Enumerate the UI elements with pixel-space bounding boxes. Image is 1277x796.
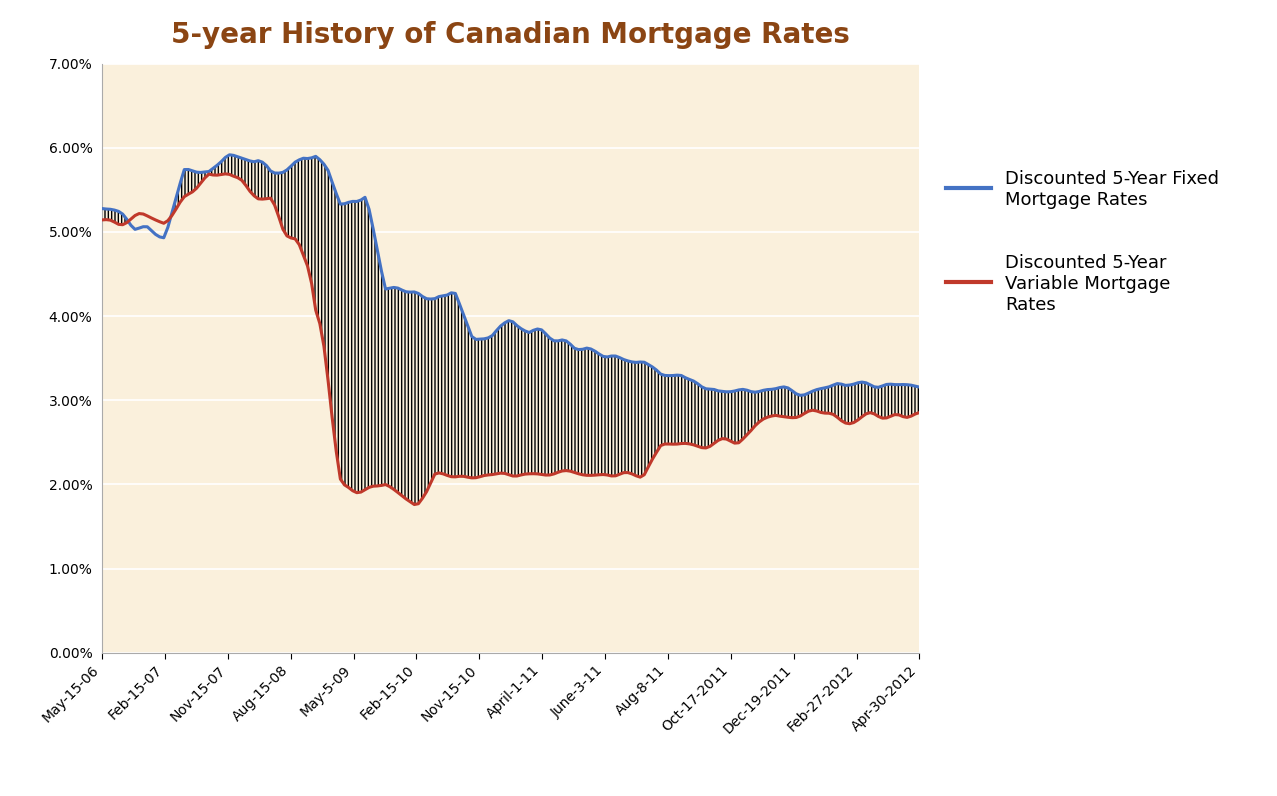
Title: 5-year History of Canadian Mortgage Rates: 5-year History of Canadian Mortgage Rate… — [171, 21, 850, 49]
Legend: Discounted 5-Year Fixed
Mortgage Rates, Discounted 5-Year
Variable Mortgage
Rate: Discounted 5-Year Fixed Mortgage Rates, … — [936, 161, 1228, 322]
